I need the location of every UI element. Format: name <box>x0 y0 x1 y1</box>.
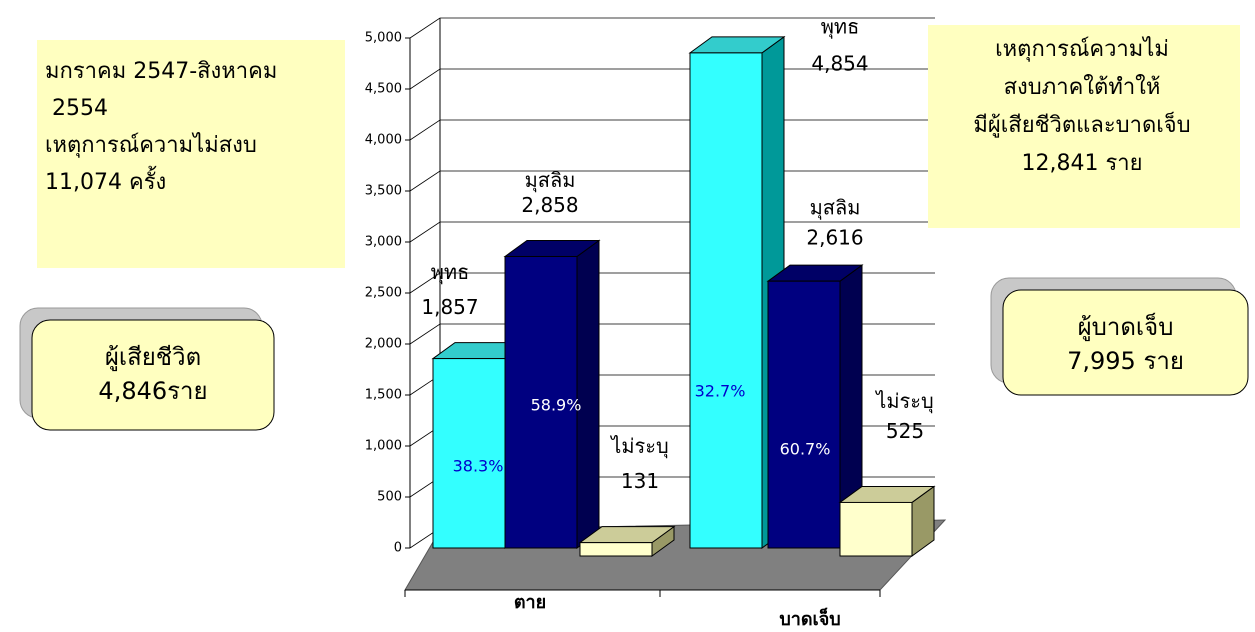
bar <box>504 255 578 549</box>
grid-line <box>409 170 935 192</box>
value-label: 4,854 <box>811 51 868 75</box>
callout-text: ผู้บาดเจ็บ <box>1078 312 1174 342</box>
x-tick-label: ตาย <box>514 592 546 613</box>
value-label: 2,858 <box>521 193 578 217</box>
summary-box <box>928 25 1240 228</box>
period-text: 2554 <box>45 96 108 121</box>
percent-label: 32.7% <box>695 382 746 401</box>
period-text: 11,074 ครั้ง <box>45 166 166 195</box>
callout-box <box>1002 289 1249 396</box>
callout-text: 4,846ราย <box>98 377 207 405</box>
y-tick-label: 4,500 <box>365 82 402 97</box>
percent-label: 60.7% <box>780 440 831 459</box>
grid-line <box>409 119 935 141</box>
y-tick-label: 5,000 <box>365 31 402 46</box>
y-tick-label: 3,000 <box>365 235 402 250</box>
summary-text: 12,841 ราย <box>1021 151 1142 176</box>
series-label: ไม่ระบุ <box>609 434 668 459</box>
value-label: 2,616 <box>806 226 863 250</box>
series-label: มุสลิม <box>810 196 861 221</box>
y-tick-label: 4,000 <box>365 133 402 148</box>
percent-label: 58.9% <box>531 396 582 415</box>
y-tick-label: 1,000 <box>365 439 402 454</box>
y-tick-label: 2,500 <box>365 286 402 301</box>
series-label: มุสลิม <box>525 168 576 193</box>
summary-text: สงบภาคใต้ทำให้ <box>1004 74 1161 100</box>
callout-text: ผู้เสียชีวิต <box>105 343 201 372</box>
bar <box>839 501 913 557</box>
period-box <box>37 40 345 268</box>
bar-side <box>576 239 600 549</box>
series-label: พุทธ <box>821 14 860 39</box>
period-text: เหตุการณ์ความไม่สงบ <box>45 132 257 158</box>
period-text: มกราคม 2547-สิงหาคม <box>45 59 277 84</box>
summary-text: เหตุการณ์ความไม่ <box>995 36 1169 62</box>
y-tick-label: 1,500 <box>365 388 402 403</box>
bar <box>767 280 841 549</box>
y-tick-label: 500 <box>377 490 402 505</box>
bar <box>432 358 506 549</box>
bar <box>579 542 653 557</box>
value-label: 1,857 <box>421 295 478 319</box>
series-label: พุทธ <box>431 260 470 285</box>
y-tick-label: 2,000 <box>365 337 402 352</box>
x-tick-label: บาดเจ็บ <box>779 607 840 630</box>
percent-label: 38.3% <box>453 457 504 476</box>
series-label: ไม่ระบุ <box>874 389 933 414</box>
value-label: 131 <box>621 469 659 493</box>
callout-text: 7,995 ราย <box>1067 347 1184 375</box>
bar <box>689 52 763 549</box>
callout-box <box>31 319 275 431</box>
value-label: 525 <box>886 419 924 443</box>
y-tick-label: 3,500 <box>365 184 402 199</box>
y-tick-label: 0 <box>394 541 402 556</box>
summary-text: มีผู้เสียชีวิตและบาดเจ็บ <box>973 110 1190 138</box>
